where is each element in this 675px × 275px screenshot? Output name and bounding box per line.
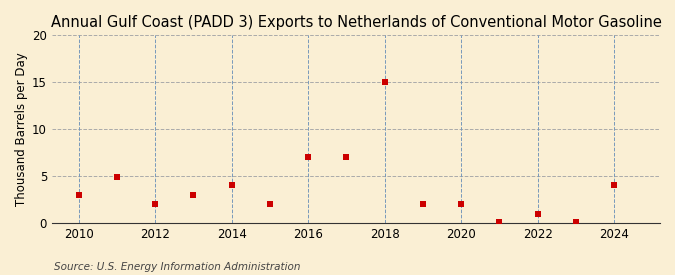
Point <box>74 192 84 197</box>
Point <box>456 202 466 206</box>
Point <box>532 211 543 216</box>
Point <box>494 220 505 224</box>
Point <box>226 183 237 188</box>
Point <box>570 220 581 224</box>
Point <box>609 183 620 188</box>
Text: Source: U.S. Energy Information Administration: Source: U.S. Energy Information Administ… <box>54 262 300 272</box>
Point <box>188 192 199 197</box>
Y-axis label: Thousand Barrels per Day: Thousand Barrels per Day <box>15 52 28 206</box>
Point <box>341 155 352 160</box>
Point <box>417 202 428 206</box>
Point <box>150 202 161 206</box>
Point <box>111 175 122 179</box>
Point <box>379 80 390 84</box>
Title: Annual Gulf Coast (PADD 3) Exports to Netherlands of Conventional Motor Gasoline: Annual Gulf Coast (PADD 3) Exports to Ne… <box>51 15 662 30</box>
Point <box>265 202 275 206</box>
Point <box>303 155 314 160</box>
